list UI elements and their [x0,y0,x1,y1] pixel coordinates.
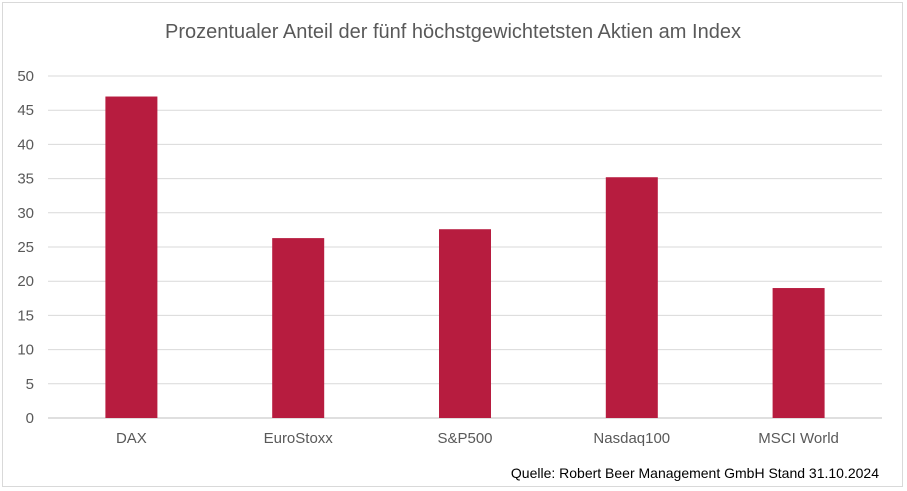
bar [439,229,491,418]
bar [105,96,158,419]
y-tick-label: 20 [17,273,34,290]
y-axis-ticks: 0 5 10 15 20 25 30 35 40 45 50 [17,68,34,427]
y-tick-label: 25 [17,239,34,256]
bar [605,177,658,418]
bar [272,238,325,418]
x-axis-ticks: DAX EuroStoxx S&P500 Nasdaq100 MSCI World [116,430,839,447]
x-tick-label: Nasdaq100 [593,430,670,447]
y-tick-label: 50 [17,68,34,85]
bars [105,96,825,419]
x-tick-label: S&P500 [437,430,492,447]
y-tick-label: 40 [17,136,34,153]
y-tick-label: 10 [17,342,34,359]
chart-title: Prozentualer Anteil der fünf höchstgewic… [165,21,741,43]
x-tick-label: DAX [116,430,147,447]
y-tick-label: 0 [26,410,34,427]
gridlines [48,75,882,419]
x-tick-label: EuroStoxx [264,430,334,447]
y-tick-label: 30 [17,205,34,222]
bar [772,288,825,418]
source-note: Quelle: Robert Beer Management GmbH Stan… [511,465,879,481]
x-tick-label: MSCI World [758,430,839,447]
y-tick-label: 35 [17,171,34,188]
y-tick-label: 15 [17,307,34,324]
y-tick-label: 45 [17,102,34,119]
y-tick-label: 5 [26,376,34,393]
